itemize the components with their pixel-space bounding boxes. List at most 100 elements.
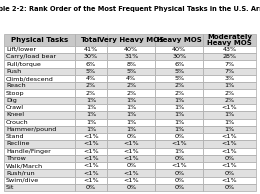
Bar	[203, 184, 256, 191]
Bar	[203, 104, 256, 111]
Text: 1%: 1%	[174, 98, 184, 103]
Text: <1%: <1%	[222, 149, 237, 154]
Text: <1%: <1%	[124, 178, 139, 183]
Text: Throw: Throw	[6, 156, 26, 161]
Bar	[107, 126, 155, 133]
Text: 43%: 43%	[223, 47, 237, 52]
Text: <1%: <1%	[83, 163, 99, 168]
Bar	[203, 126, 256, 133]
Bar	[75, 68, 107, 75]
Text: 2%: 2%	[86, 91, 96, 96]
Bar	[155, 133, 203, 140]
Bar	[203, 97, 256, 104]
Text: <1%: <1%	[124, 156, 139, 161]
Bar	[4, 162, 75, 169]
Text: <1%: <1%	[171, 141, 187, 146]
Text: <1%: <1%	[222, 163, 237, 168]
Text: 40%: 40%	[172, 47, 186, 52]
Text: 7%: 7%	[225, 61, 235, 67]
Text: Heavy MOS: Heavy MOS	[157, 37, 202, 43]
Bar	[4, 46, 75, 53]
Text: 1%: 1%	[174, 149, 184, 154]
Bar	[4, 169, 75, 177]
Text: <1%: <1%	[124, 171, 139, 176]
Text: Lift/lower: Lift/lower	[6, 47, 36, 52]
Text: 5%: 5%	[174, 69, 184, 74]
Text: 1%: 1%	[174, 127, 184, 132]
Text: Table 2-2: Rank Order of the Most Frequent Physical Tasks in the U.S. Army: Table 2-2: Rank Order of the Most Freque…	[0, 6, 260, 12]
Text: Physical Tasks: Physical Tasks	[11, 37, 68, 43]
Bar	[155, 140, 203, 148]
Bar	[203, 148, 256, 155]
Text: 0%: 0%	[174, 185, 184, 190]
Text: 6%: 6%	[86, 61, 96, 67]
Text: Climb/descend: Climb/descend	[6, 76, 54, 81]
Text: Swim/dive: Swim/dive	[6, 178, 39, 183]
Bar	[203, 140, 256, 148]
Bar	[75, 148, 107, 155]
Bar	[203, 75, 256, 82]
Bar	[75, 119, 107, 126]
Text: Carry/load bear: Carry/load bear	[6, 54, 56, 59]
Bar	[203, 82, 256, 89]
Text: Hammer/pound: Hammer/pound	[6, 127, 56, 132]
Text: 31%: 31%	[124, 54, 138, 59]
Text: Walk/March: Walk/March	[6, 163, 43, 168]
Bar	[203, 68, 256, 75]
Text: 0%: 0%	[174, 178, 184, 183]
Bar	[107, 169, 155, 177]
Bar	[4, 148, 75, 155]
Bar	[107, 104, 155, 111]
Text: Reach: Reach	[6, 83, 25, 88]
Text: 2%: 2%	[225, 98, 235, 103]
Text: Push: Push	[6, 69, 21, 74]
Text: 2%: 2%	[174, 91, 184, 96]
Text: 2%: 2%	[86, 83, 96, 88]
Text: 30%: 30%	[84, 54, 98, 59]
Text: Dig: Dig	[6, 98, 17, 103]
Text: 1%: 1%	[126, 112, 136, 117]
Bar	[4, 75, 75, 82]
Text: 1%: 1%	[225, 120, 235, 125]
Bar	[107, 60, 155, 68]
Bar	[4, 89, 75, 97]
Bar	[155, 68, 203, 75]
Bar	[4, 82, 75, 89]
Text: 1%: 1%	[86, 105, 96, 110]
Text: 1%: 1%	[126, 98, 136, 103]
Bar	[155, 184, 203, 191]
Bar	[4, 111, 75, 119]
Text: 0%: 0%	[86, 185, 96, 190]
Text: <1%: <1%	[83, 171, 99, 176]
Bar	[107, 155, 155, 162]
Text: 1%: 1%	[174, 105, 184, 110]
Text: Pull/torque: Pull/torque	[6, 61, 41, 67]
Bar	[107, 133, 155, 140]
Bar	[75, 177, 107, 184]
Text: <1%: <1%	[124, 149, 139, 154]
Text: 2%: 2%	[174, 83, 184, 88]
Text: 6%: 6%	[174, 61, 184, 67]
Text: <1%: <1%	[83, 156, 99, 161]
Text: Crawl: Crawl	[6, 105, 24, 110]
Bar	[107, 162, 155, 169]
Bar	[203, 119, 256, 126]
Text: 1%: 1%	[86, 98, 96, 103]
Bar	[4, 155, 75, 162]
Text: 1%: 1%	[126, 105, 136, 110]
Bar	[107, 89, 155, 97]
Bar	[107, 82, 155, 89]
Text: <1%: <1%	[83, 141, 99, 146]
Text: <1%: <1%	[83, 134, 99, 139]
Bar	[155, 104, 203, 111]
Bar	[75, 155, 107, 162]
Bar	[75, 169, 107, 177]
Text: 1%: 1%	[86, 120, 96, 125]
Bar	[107, 34, 155, 46]
Text: Kneel: Kneel	[6, 112, 24, 117]
Text: 1%: 1%	[86, 112, 96, 117]
Bar	[75, 97, 107, 104]
Text: 0%: 0%	[126, 185, 136, 190]
Text: <1%: <1%	[83, 149, 99, 154]
Text: Stoop: Stoop	[6, 91, 24, 96]
